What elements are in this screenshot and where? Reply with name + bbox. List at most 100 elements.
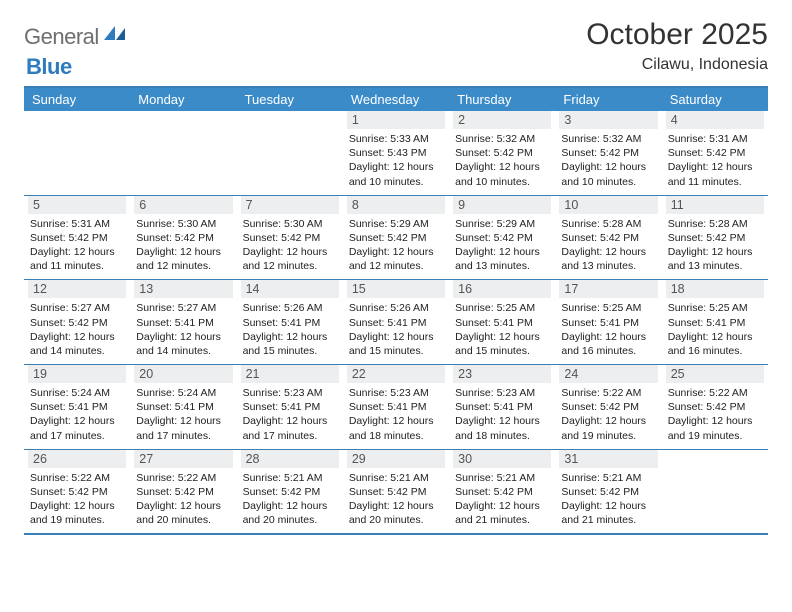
day-number: 2 — [453, 111, 551, 129]
sunrise-text: Sunrise: 5:31 AM — [668, 132, 764, 146]
cell-body: Sunrise: 5:31 AMSunset: 5:42 PMDaylight:… — [666, 132, 764, 189]
calendar-cell: 7Sunrise: 5:30 AMSunset: 5:42 PMDaylight… — [237, 196, 343, 280]
day-number: 6 — [134, 196, 232, 214]
daylight-text: Daylight: 12 hours and 20 minutes. — [349, 499, 445, 527]
sunrise-text: Sunrise: 5:25 AM — [561, 301, 657, 315]
sunset-text: Sunset: 5:42 PM — [30, 485, 126, 499]
logo-text-blue: Blue — [26, 54, 72, 79]
cell-body: Sunrise: 5:22 AMSunset: 5:42 PMDaylight:… — [134, 471, 232, 528]
day-header: Friday — [555, 88, 661, 111]
cell-body: Sunrise: 5:22 AMSunset: 5:42 PMDaylight:… — [666, 386, 764, 443]
cell-body: Sunrise: 5:30 AMSunset: 5:42 PMDaylight:… — [134, 217, 232, 274]
daylight-text: Daylight: 12 hours and 19 minutes. — [561, 414, 657, 442]
sunrise-text: Sunrise: 5:21 AM — [455, 471, 551, 485]
week-row: 12 Sunrise: 5:27 AMSunset: 5:42 PMDayligh… — [24, 280, 768, 365]
cell-body: Sunrise: 5:23 AMSunset: 5:41 PMDaylight:… — [241, 386, 339, 443]
daylight-text: Daylight: 12 hours and 12 minutes. — [243, 245, 339, 273]
cell-body: Sunrise: 5:25 AMSunset: 5:41 PMDaylight:… — [453, 301, 551, 358]
day-number: 14 — [241, 280, 339, 298]
day-number: 21 — [241, 365, 339, 383]
sunset-text: Sunset: 5:42 PM — [455, 146, 551, 160]
sunrise-text: Sunrise: 5:30 AM — [243, 217, 339, 231]
sunrise-text: Sunrise: 5:32 AM — [561, 132, 657, 146]
sunrise-text: Sunrise: 5:24 AM — [30, 386, 126, 400]
cell-body: Sunrise: 5:25 AMSunset: 5:41 PMDaylight:… — [666, 301, 764, 358]
sunrise-text: Sunrise: 5:22 AM — [561, 386, 657, 400]
daylight-text: Daylight: 12 hours and 11 minutes. — [668, 160, 764, 188]
cell-body: Sunrise: 5:22 AMSunset: 5:42 PMDaylight:… — [28, 471, 126, 528]
calendar-cell: 2 Sunrise: 5:32 AMSunset: 5:42 PMDaylight… — [449, 111, 555, 195]
calendar-cell: 21 Sunrise: 5:23 AMSunset: 5:41 PMDayligh… — [237, 365, 343, 449]
cell-body: Sunrise: 5:28 AMSunset: 5:42 PMDaylight:… — [559, 217, 657, 274]
week-row: 5Sunrise: 5:31 AMSunset: 5:42 PMDaylight… — [24, 196, 768, 281]
day-number: 19 — [28, 365, 126, 383]
daylight-text: Daylight: 12 hours and 17 minutes. — [136, 414, 232, 442]
sunrise-text: Sunrise: 5:21 AM — [561, 471, 657, 485]
sunset-text: Sunset: 5:42 PM — [243, 231, 339, 245]
sunset-text: Sunset: 5:42 PM — [455, 485, 551, 499]
calendar-cell: 14 Sunrise: 5:26 AMSunset: 5:41 PMDayligh… — [237, 280, 343, 364]
sunset-text: Sunset: 5:41 PM — [136, 316, 232, 330]
cell-body: Sunrise: 5:24 AMSunset: 5:41 PMDaylight:… — [134, 386, 232, 443]
calendar-cell: 13 Sunrise: 5:27 AMSunset: 5:41 PMDayligh… — [130, 280, 236, 364]
week-row: 26Sunrise: 5:22 AMSunset: 5:42 PMDayligh… — [24, 450, 768, 534]
daylight-text: Daylight: 12 hours and 10 minutes. — [561, 160, 657, 188]
cell-body: Sunrise: 5:23 AMSunset: 5:41 PMDaylight:… — [347, 386, 445, 443]
sunset-text: Sunset: 5:42 PM — [561, 231, 657, 245]
day-number: 29 — [347, 450, 445, 468]
day-number: 18 — [666, 280, 764, 298]
sunrise-text: Sunrise: 5:24 AM — [136, 386, 232, 400]
sunrise-text: Sunrise: 5:21 AM — [243, 471, 339, 485]
sunset-text: Sunset: 5:42 PM — [668, 231, 764, 245]
daylight-text: Daylight: 12 hours and 12 minutes. — [349, 245, 445, 273]
sunset-text: Sunset: 5:42 PM — [455, 231, 551, 245]
day-number: 1 — [347, 111, 445, 129]
day-number: 24 — [559, 365, 657, 383]
title-block: October 2025 Cilawu, Indonesia — [586, 18, 768, 74]
daylight-text: Daylight: 12 hours and 12 minutes. — [136, 245, 232, 273]
day-number: 28 — [241, 450, 339, 468]
sunrise-text: Sunrise: 5:23 AM — [243, 386, 339, 400]
cell-body: Sunrise: 5:26 AMSunset: 5:41 PMDaylight:… — [241, 301, 339, 358]
daylight-text: Daylight: 12 hours and 16 minutes. — [668, 330, 764, 358]
sunset-text: Sunset: 5:41 PM — [243, 400, 339, 414]
calendar-cell: 26Sunrise: 5:22 AMSunset: 5:42 PMDayligh… — [24, 450, 130, 534]
calendar-cell: 23Sunrise: 5:23 AMSunset: 5:41 PMDayligh… — [449, 365, 555, 449]
day-number: 4 — [666, 111, 764, 129]
sunset-text: Sunset: 5:42 PM — [349, 231, 445, 245]
sunrise-text: Sunrise: 5:22 AM — [668, 386, 764, 400]
sunset-text: Sunset: 5:42 PM — [136, 485, 232, 499]
sunrise-text: Sunrise: 5:21 AM — [349, 471, 445, 485]
calendar-cell: 25Sunrise: 5:22 AMSunset: 5:42 PMDayligh… — [662, 365, 768, 449]
sunset-text: Sunset: 5:42 PM — [561, 400, 657, 414]
day-header: Tuesday — [237, 88, 343, 111]
cell-body: Sunrise: 5:21 AMSunset: 5:42 PMDaylight:… — [559, 471, 657, 528]
sunrise-text: Sunrise: 5:28 AM — [561, 217, 657, 231]
calendar-cell: 11Sunrise: 5:28 AMSunset: 5:42 PMDayligh… — [662, 196, 768, 280]
cell-body: Sunrise: 5:26 AMSunset: 5:41 PMDaylight:… — [347, 301, 445, 358]
daylight-text: Daylight: 12 hours and 13 minutes. — [455, 245, 551, 273]
cell-body: Sunrise: 5:27 AMSunset: 5:42 PMDaylight:… — [28, 301, 126, 358]
daylight-text: Daylight: 12 hours and 14 minutes. — [30, 330, 126, 358]
day-number: 20 — [134, 365, 232, 383]
sunrise-text: Sunrise: 5:30 AM — [136, 217, 232, 231]
day-number: 12 — [28, 280, 126, 298]
calendar-cell — [24, 111, 130, 195]
cell-body: Sunrise: 5:24 AMSunset: 5:41 PMDaylight:… — [28, 386, 126, 443]
sunset-text: Sunset: 5:42 PM — [349, 485, 445, 499]
cell-body: Sunrise: 5:32 AMSunset: 5:42 PMDaylight:… — [453, 132, 551, 189]
day-number: 27 — [134, 450, 232, 468]
day-number: 15 — [347, 280, 445, 298]
cell-body: Sunrise: 5:27 AMSunset: 5:41 PMDaylight:… — [134, 301, 232, 358]
calendar-cell: 17Sunrise: 5:25 AMSunset: 5:41 PMDayligh… — [555, 280, 661, 364]
week-row: 19Sunrise: 5:24 AMSunset: 5:41 PMDayligh… — [24, 365, 768, 450]
sunrise-text: Sunrise: 5:23 AM — [455, 386, 551, 400]
cell-body: Sunrise: 5:29 AMSunset: 5:42 PMDaylight:… — [347, 217, 445, 274]
day-number: 13 — [134, 280, 232, 298]
cell-body: Sunrise: 5:31 AMSunset: 5:42 PMDaylight:… — [28, 217, 126, 274]
calendar-cell — [130, 111, 236, 195]
calendar-cell: 12 Sunrise: 5:27 AMSunset: 5:42 PMDayligh… — [24, 280, 130, 364]
cell-body: Sunrise: 5:28 AMSunset: 5:42 PMDaylight:… — [666, 217, 764, 274]
sunset-text: Sunset: 5:41 PM — [561, 316, 657, 330]
daylight-text: Daylight: 12 hours and 13 minutes. — [561, 245, 657, 273]
